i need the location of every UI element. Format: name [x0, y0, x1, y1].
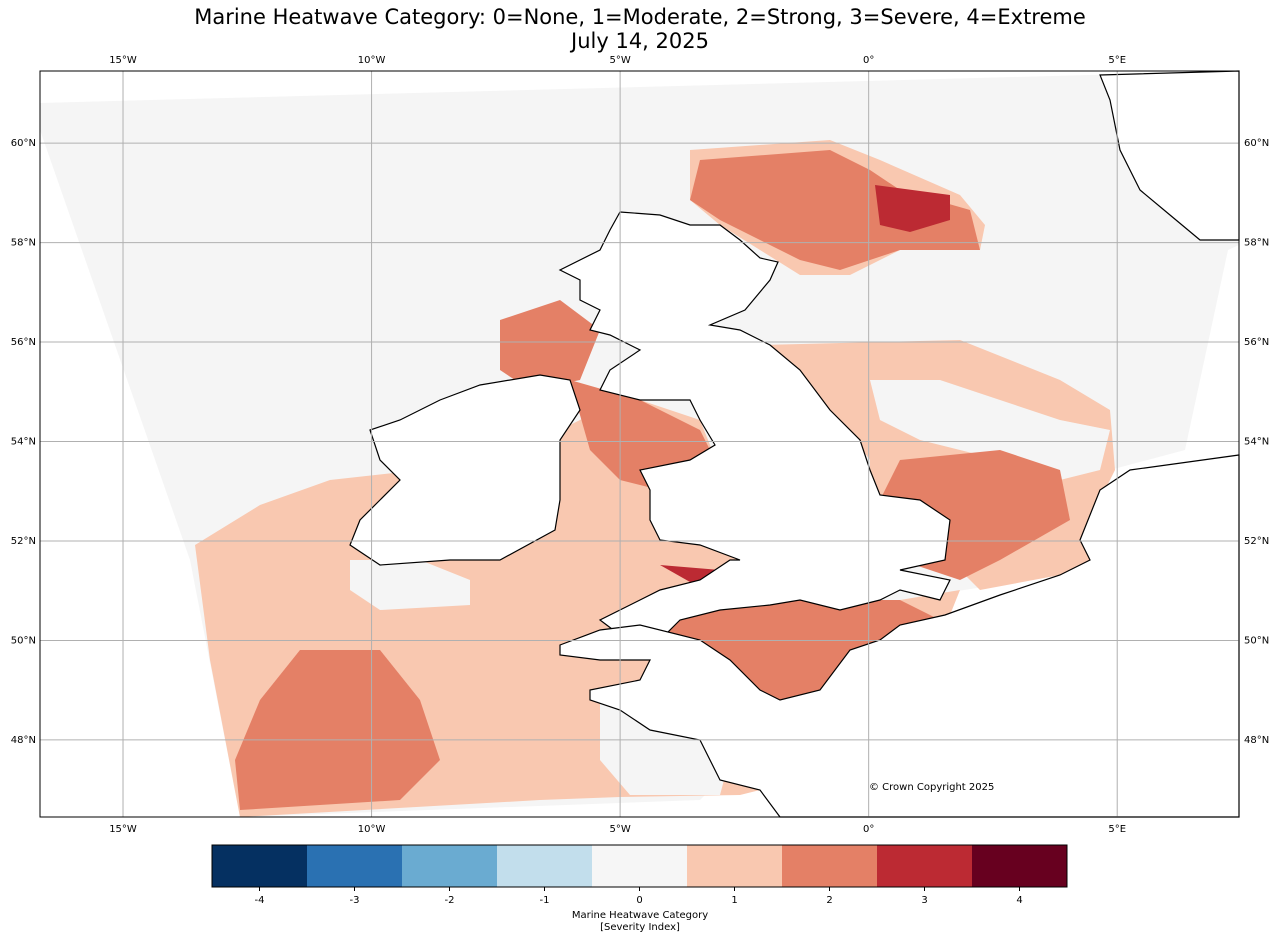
colorbar-swatch — [972, 845, 1068, 887]
colorbar-swatch — [877, 845, 973, 887]
colorbar-tick-label: -3 — [350, 895, 360, 906]
title: Marine Heatwave Category: 0=None, 1=Mode… — [194, 5, 1086, 29]
colorbar-swatch — [592, 845, 688, 887]
y-tick-label: 48°N — [11, 735, 36, 746]
x-tick-label: 10°W — [358, 824, 386, 835]
x-tick-label: 15°W — [109, 824, 137, 835]
y-tick-label: 54°N — [1244, 437, 1269, 448]
y-tick-label: 48°N — [1244, 735, 1269, 746]
y-tick-label: 54°N — [11, 437, 36, 448]
colorbar-tick-label: 0 — [636, 895, 642, 906]
colorbar-tick-label: 2 — [826, 895, 832, 906]
great-britain — [558, 211, 951, 641]
colorbar-sublabel: [Severity Index] — [600, 922, 680, 933]
colorbar: -4 -3 -2 -1 0 1 2 3 4 — [211, 844, 1068, 906]
severe-area — [875, 185, 950, 232]
colorbar-swatch — [402, 845, 498, 887]
map — [39, 70, 1240, 818]
none-area — [350, 560, 470, 610]
colorbar-label: Marine Heatwave Category — [572, 910, 708, 921]
y-tick-label: 52°N — [11, 536, 36, 547]
x-tick-label: 5°W — [609, 55, 630, 66]
y-tick-label: 50°N — [1244, 635, 1269, 646]
strong-area — [690, 150, 980, 270]
colorbar-tick-label: -2 — [445, 895, 455, 906]
x-tick-label: 0° — [863, 824, 874, 835]
x-tick-label: 10°W — [358, 55, 386, 66]
colorbar-tick-label: 4 — [1016, 895, 1022, 906]
colorbar-tick-label: -4 — [255, 895, 265, 906]
colorbar-tick-label: 1 — [731, 895, 737, 906]
x-tick-label: 0° — [863, 55, 874, 66]
colorbar-swatch — [497, 845, 593, 887]
ireland — [349, 374, 581, 566]
colorbar-tick-label: -1 — [540, 895, 550, 906]
y-tick-label: 58°N — [1244, 238, 1269, 249]
colorbar-tick-label: 3 — [921, 895, 927, 906]
colorbar-frame — [211, 844, 1068, 888]
y-tick-label: 58°N — [11, 238, 36, 249]
x-tick-label: 5°W — [609, 824, 630, 835]
colorbar-swatch — [307, 845, 403, 887]
subtitle: July 14, 2025 — [569, 29, 709, 53]
y-tick-label: 56°N — [1244, 337, 1269, 348]
strong-area — [235, 650, 440, 810]
y-tick-label: 52°N — [1244, 536, 1269, 547]
x-tick-label: 5°E — [1108, 824, 1126, 835]
copyright: © Crown Copyright 2025 — [869, 782, 994, 793]
colorbar-swatch — [687, 845, 783, 887]
none-area — [870, 380, 1110, 480]
colorbar-swatch — [782, 845, 878, 887]
colorbar-swatch — [212, 845, 308, 887]
x-tick-label: 15°W — [109, 55, 137, 66]
y-tick-label: 60°N — [1244, 138, 1269, 149]
y-tick-label: 56°N — [11, 337, 36, 348]
y-tick-label: 60°N — [11, 138, 36, 149]
continent — [559, 454, 1240, 818]
map-frame — [39, 70, 1240, 818]
x-tick-label: 5°E — [1108, 55, 1126, 66]
y-tick-label: 50°N — [11, 635, 36, 646]
strong-area — [500, 300, 600, 390]
